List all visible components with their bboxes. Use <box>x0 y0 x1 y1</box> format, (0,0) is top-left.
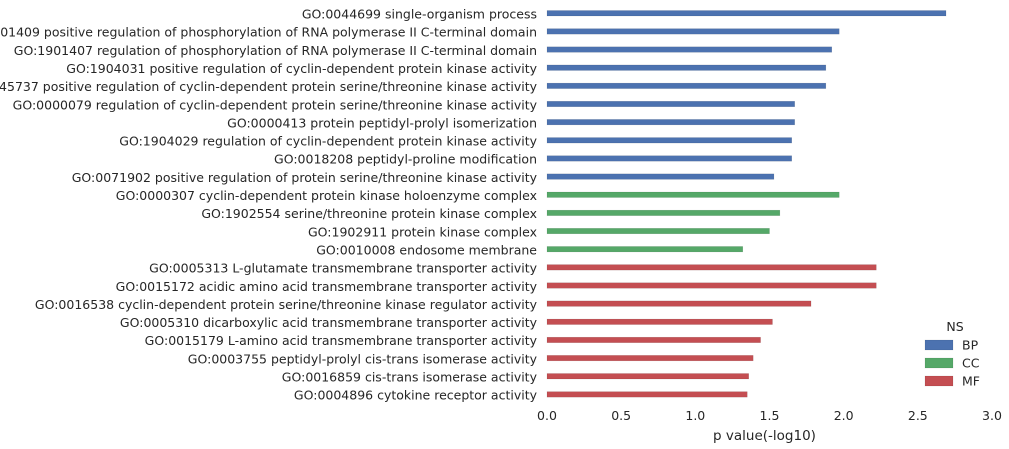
category-label-6: GO:0000413 protein peptidyl-prolyl isome… <box>227 115 537 130</box>
bar-13 <box>546 246 744 253</box>
bar-4 <box>546 82 827 89</box>
category-label-12: GO:1902911 protein kinase complex <box>308 224 537 239</box>
category-label-11: GO:1902554 serine/threonine protein kina… <box>201 206 537 221</box>
legend-label-bp: BP <box>962 338 979 353</box>
legend-swatch-bp <box>924 339 954 351</box>
legend-label-mf: MF <box>962 374 980 389</box>
category-label-1: GO:1901409 positive regulation of phosph… <box>0 25 537 40</box>
x-tick-label-5: 2.5 <box>908 408 928 423</box>
bar-8 <box>546 155 792 162</box>
category-label-20: GO:0016859 cis-trans isomerase activity <box>282 370 538 385</box>
bar-0 <box>546 10 947 17</box>
bar-14 <box>546 264 877 271</box>
x-tick-label-4: 2.0 <box>834 408 854 423</box>
legend-label-cc: CC <box>962 356 980 371</box>
bar-11 <box>546 209 781 216</box>
legend-title: NS <box>946 319 963 334</box>
bar-19 <box>546 355 754 362</box>
category-label-21: GO:0004896 cytokine receptor activity <box>294 388 538 403</box>
legend-swatch-cc <box>924 357 954 369</box>
x-tick-label-1: 0.5 <box>611 408 631 423</box>
bar-17 <box>546 318 773 325</box>
category-label-10: GO:0000307 cyclin-dependent protein kina… <box>116 188 537 203</box>
x-tick-label-6: 3.0 <box>982 408 1002 423</box>
category-label-15: GO:0015172 acidic amino acid transmembra… <box>116 279 538 294</box>
legend: NS BP CC MF <box>924 319 980 389</box>
category-label-14: GO:0005313 L-glutamate transmembrane tra… <box>149 261 537 276</box>
bar-3 <box>546 64 827 71</box>
category-label-2: GO:1901407 regulation of phosphorylation… <box>14 43 537 58</box>
bar-2 <box>546 46 833 53</box>
bar-1 <box>546 28 840 35</box>
category-label-0: GO:0044699 single-organism process <box>302 7 537 22</box>
bar-9 <box>546 173 775 180</box>
x-tick-label-3: 1.5 <box>760 408 780 423</box>
bar-21 <box>546 391 748 398</box>
bar-10 <box>546 191 840 198</box>
category-label-13: GO:0010008 endosome membrane <box>316 242 537 257</box>
category-labels: GO:0044699 single-organism process GO:190… <box>0 7 538 403</box>
category-label-7: GO:1904029 regulation of cyclin-dependen… <box>119 134 537 149</box>
x-tick-label-2: 1.0 <box>685 408 705 423</box>
bar-16 <box>546 300 812 307</box>
bar-15 <box>546 282 877 289</box>
bar-18 <box>546 336 761 343</box>
bars-layer <box>546 10 947 398</box>
category-label-9: GO:0071902 positive regulation of protei… <box>72 170 538 185</box>
category-label-3: GO:1904031 positive regulation of cyclin… <box>66 61 537 76</box>
category-label-19: GO:0003755 peptidyl-prolyl cis-trans iso… <box>188 351 538 366</box>
x-tick-label-0: 0.0 <box>537 408 557 423</box>
bar-7 <box>546 137 792 144</box>
bar-6 <box>546 119 795 126</box>
bar-20 <box>546 373 749 380</box>
bar-12 <box>546 228 770 235</box>
bar-5 <box>546 101 795 107</box>
x-axis-title: p value(-log10) <box>713 428 816 444</box>
legend-swatch-mf <box>924 375 954 387</box>
category-label-18: GO:0015179 L-amino acid transmembrane tr… <box>145 333 538 348</box>
category-label-8: GO:0018208 peptidyl-proline modification <box>274 152 537 167</box>
x-tick-labels: 0.0 0.5 1.0 1.5 2.0 2.5 3.0 <box>537 408 1002 423</box>
category-label-17: GO:0005310 dicarboxylic acid transmembra… <box>120 315 538 330</box>
category-label-4: GO:0045737 positive regulation of cyclin… <box>0 79 538 94</box>
category-label-16: GO:0016538 cyclin-dependent protein seri… <box>35 297 538 312</box>
category-label-5: GO:0000079 regulation of cyclin-dependen… <box>13 97 538 112</box>
